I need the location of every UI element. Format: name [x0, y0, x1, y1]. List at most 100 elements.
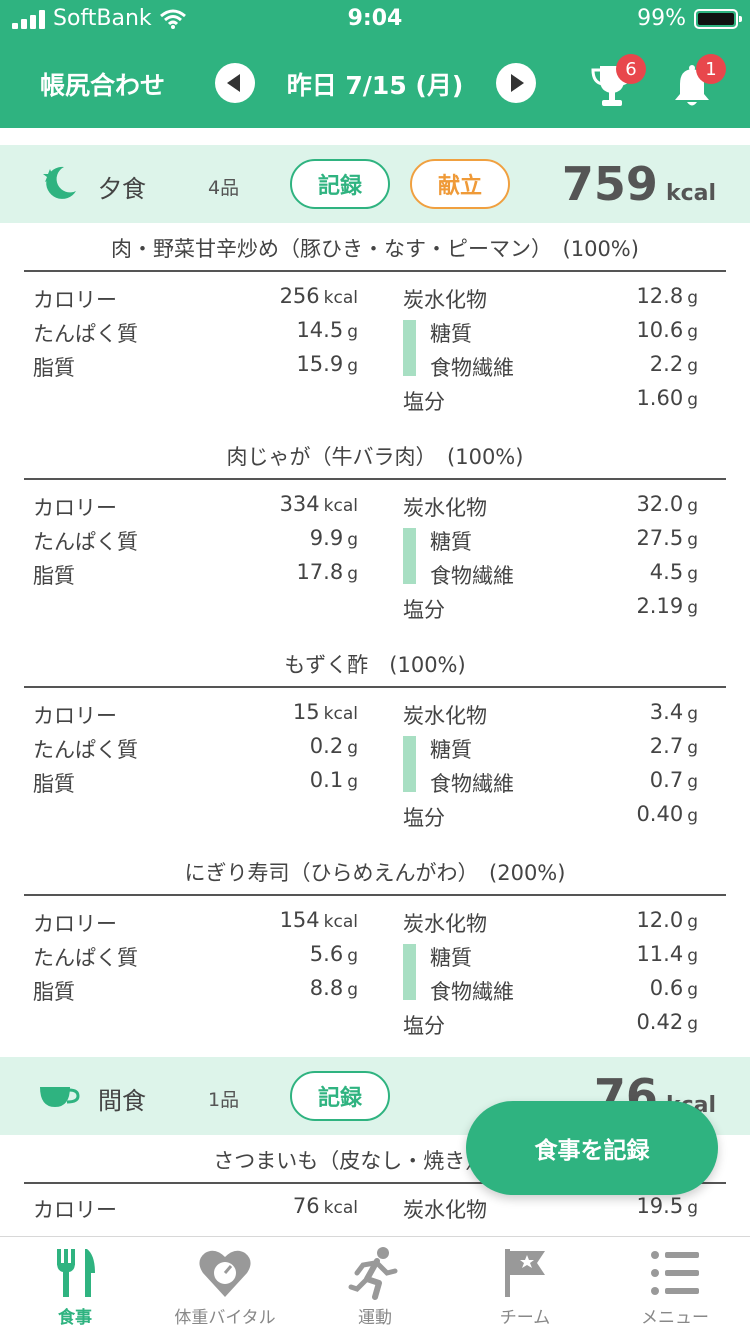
status-bar: SoftBank 9:04 99%	[0, 0, 750, 40]
protein-label: たんぱく質	[33, 738, 138, 762]
tab-exercise[interactable]: 運動	[300, 1237, 450, 1334]
salt-label: 塩分	[403, 1014, 445, 1038]
tab-menu[interactable]: メニュー	[600, 1237, 750, 1334]
carbs-value: 12.8 g	[636, 284, 698, 308]
tab-weight-vital[interactable]: 体重バイタル	[150, 1237, 300, 1334]
fiber-value: 2.2 g	[649, 352, 698, 376]
carbs-label: 炭水化物	[403, 1198, 487, 1222]
tab-label: 体重バイタル	[174, 1308, 276, 1328]
meal-item-count: 1品	[208, 1089, 240, 1111]
tab-meal[interactable]: 食事	[0, 1237, 150, 1334]
fat-value: 15.9 g	[296, 352, 358, 376]
fiber-value: 0.6 g	[649, 976, 698, 1000]
calories-value: 334 kcal	[279, 492, 358, 516]
carbs-label: 炭水化物	[403, 912, 487, 936]
food-title: もずく酢 (100%)	[24, 642, 726, 688]
sugar-label: 糖質	[430, 530, 472, 554]
meal-kcal-value: 759	[561, 157, 658, 211]
salt-value: 1.60 g	[636, 386, 698, 410]
food-item[interactable]: 肉・野菜甘辛炒め（豚ひき・なす・ピーマン） (100%) カロリー 256 kca…	[0, 226, 750, 426]
fork-knife-icon	[57, 1249, 95, 1297]
carb-breakdown-bar	[403, 944, 416, 1000]
menu-list-icon	[651, 1251, 699, 1295]
sugar-value: 27.5 g	[636, 526, 698, 550]
record-meal-button[interactable]: 食事を記録	[466, 1101, 718, 1195]
meal-kcal-unit: kcal	[665, 181, 716, 206]
food-title: 肉じゃが（牛バラ肉） (100%)	[24, 434, 726, 480]
dinner-record-button[interactable]: 記録	[290, 159, 390, 209]
fat-label: 脂質	[33, 772, 75, 796]
fiber-value: 4.5 g	[649, 560, 698, 584]
app-header: 帳尻合わせ 昨日 7/15 (月) 6 1	[0, 40, 750, 128]
calories-label: カロリー	[33, 912, 117, 936]
fat-value: 17.8 g	[296, 560, 358, 584]
calories-value: 154 kcal	[279, 908, 358, 932]
notification-button[interactable]: 1	[668, 54, 726, 110]
chevron-right-icon	[511, 74, 524, 92]
sugar-label: 糖質	[430, 946, 472, 970]
protein-value: 5.6 g	[309, 942, 358, 966]
salt-value: 0.40 g	[636, 802, 698, 826]
calories-label: カロリー	[33, 288, 117, 312]
previous-day-button[interactable]	[215, 63, 255, 103]
carrier-name: SoftBank	[53, 6, 152, 31]
carbs-label: 炭水化物	[403, 496, 487, 520]
food-item[interactable]: にぎり寿司（ひらめえんがわ） (200%) カロリー 154 kcal たんぱく質…	[0, 850, 750, 1050]
wifi-icon	[159, 9, 186, 29]
protein-value: 0.2 g	[309, 734, 358, 758]
trophy-button[interactable]: 6	[588, 54, 646, 110]
carbs-value: 19.5 g	[636, 1194, 698, 1218]
salt-label: 塩分	[403, 390, 445, 414]
current-date: 昨日 7/15 (月)	[286, 71, 464, 100]
fat-value: 0.1 g	[309, 768, 358, 792]
food-item[interactable]: もずく酢 (100%) カロリー 15 kcal たんぱく質 0.2 g 脂質 0.…	[0, 642, 750, 842]
snack-record-button[interactable]: 記録	[290, 1071, 390, 1121]
carb-breakdown-bar	[403, 320, 416, 376]
carbs-label: 炭水化物	[403, 704, 487, 728]
sugar-label: 糖質	[430, 738, 472, 762]
salt-value: 0.42 g	[636, 1010, 698, 1034]
food-title: 肉・野菜甘辛炒め（豚ひき・なす・ピーマン） (100%)	[24, 226, 726, 272]
meal-name: 夕食	[98, 175, 146, 203]
fiber-label: 食物繊維	[430, 980, 514, 1004]
carbs-value: 32.0 g	[636, 492, 698, 516]
dinner-menu-button[interactable]: 献立	[410, 159, 510, 209]
tab-label: メニュー	[641, 1308, 709, 1328]
protein-label: たんぱく質	[33, 322, 138, 346]
food-item[interactable]: 肉じゃが（牛バラ肉） (100%) カロリー 334 kcal たんぱく質 9.9…	[0, 434, 750, 634]
fat-label: 脂質	[33, 980, 75, 1004]
carrier-group: SoftBank	[12, 6, 186, 31]
notification-badge: 1	[696, 54, 726, 84]
calories-value: 256 kcal	[279, 284, 358, 308]
calories-value: 15 kcal	[292, 700, 358, 724]
sugar-value: 10.6 g	[636, 318, 698, 342]
moon-star-icon	[43, 166, 76, 199]
next-day-button[interactable]	[496, 63, 536, 103]
meal-total-kcal: 759 kcal	[562, 157, 716, 211]
meal-item-count: 4品	[208, 177, 240, 199]
carb-breakdown-bar	[403, 528, 416, 584]
fiber-label: 食物繊維	[430, 564, 514, 588]
calories-value: 76 kcal	[292, 1194, 358, 1218]
signal-icon	[12, 9, 45, 29]
status-time: 9:04	[347, 6, 403, 31]
calories-label: カロリー	[33, 704, 117, 728]
tab-bar: 食事 体重バイタル 運動 チーム	[0, 1236, 750, 1334]
fiber-label: 食物繊維	[430, 772, 514, 796]
salt-label: 塩分	[403, 806, 445, 830]
chevron-left-icon	[227, 74, 240, 92]
tab-team[interactable]: チーム	[450, 1237, 600, 1334]
carbs-value: 3.4 g	[649, 700, 698, 724]
fat-label: 脂質	[33, 356, 75, 380]
carbs-label: 炭水化物	[403, 288, 487, 312]
battery-icon	[694, 8, 742, 29]
sugar-label: 糖質	[430, 322, 472, 346]
food-title: にぎり寿司（ひらめえんがわ） (200%)	[24, 850, 726, 896]
runner-icon	[348, 1247, 398, 1300]
trophy-badge: 6	[616, 54, 646, 84]
battery-group: 99%	[637, 6, 742, 31]
carbs-value: 12.0 g	[636, 908, 698, 932]
flag-icon	[505, 1249, 545, 1297]
protein-value: 9.9 g	[309, 526, 358, 550]
protein-value: 14.5 g	[296, 318, 358, 342]
